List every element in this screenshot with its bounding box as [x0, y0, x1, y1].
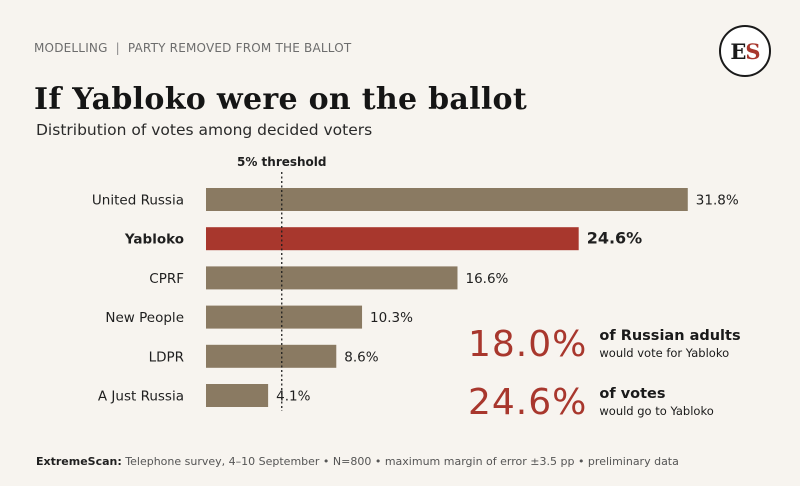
stat-votes-value: 24.6% — [468, 382, 588, 423]
stat-adults: 18.0% of Russian adults would vote for Y… — [468, 327, 741, 363]
bar-ldpr — [206, 344, 337, 368]
chart-subtitle: Distribution of votes among decided vote… — [36, 121, 373, 139]
category-label: A Just Russia — [98, 389, 184, 405]
footer-source-text: Telephone survey, 4–10 September • N=800… — [121, 455, 679, 468]
category-label: CPRF — [149, 271, 184, 287]
stat-adults-line2: would vote for Yabloko — [599, 346, 730, 360]
kicker-separator: | — [115, 41, 120, 55]
category-label: LDPR — [149, 349, 184, 365]
chart-title: If Yabloko were on the ballot — [34, 82, 528, 117]
bar-new-people — [206, 305, 363, 329]
footer-source-name: ExtremeScan: — [36, 455, 122, 468]
stat-adults-value: 18.0% — [468, 324, 588, 365]
threshold-label: 5% threshold — [237, 155, 327, 169]
kicker-topic: PARTY REMOVED FROM THE BALLOT — [127, 41, 352, 55]
kicker-section: MODELLING — [34, 41, 108, 55]
logo-letter-s: S — [745, 38, 760, 64]
value-label: 31.8% — [696, 193, 739, 209]
stat-votes-line2: would go to Yabloko — [599, 404, 714, 418]
kicker: MODELLING | PARTY REMOVED FROM THE BALLOT — [34, 41, 351, 55]
category-label: Yabloko — [124, 232, 184, 248]
footer-source: ExtremeScan: Telephone survey, 4–10 Sept… — [36, 455, 679, 468]
bar-a-just-russia — [206, 384, 269, 407]
value-label: 8.6% — [344, 349, 378, 365]
value-label: 4.1% — [276, 389, 310, 405]
category-label: New People — [105, 310, 184, 326]
value-label: 16.6% — [465, 271, 508, 287]
stat-adults-line1: of Russian adults — [599, 328, 741, 344]
bar-united-russia — [206, 188, 688, 211]
logo-letter-e: E — [730, 38, 746, 64]
value-label: 10.3% — [370, 310, 413, 326]
stat-votes: 24.6% of votes would go to Yabloko — [468, 385, 714, 421]
stat-votes-line1: of votes — [599, 386, 666, 402]
bar-yabloko — [206, 227, 579, 251]
value-label: 24.6% — [587, 229, 643, 248]
bar-cprf — [206, 266, 458, 290]
category-label: United Russia — [92, 193, 184, 209]
